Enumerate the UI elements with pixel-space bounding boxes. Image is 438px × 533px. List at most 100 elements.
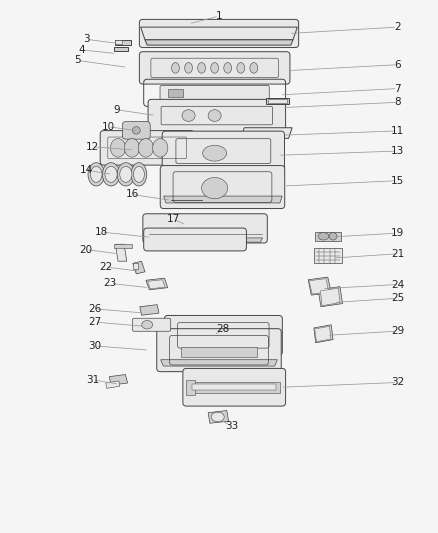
Polygon shape [314, 325, 333, 343]
Polygon shape [116, 244, 127, 261]
Polygon shape [188, 382, 280, 392]
Text: 25: 25 [391, 293, 404, 303]
Ellipse shape [318, 232, 329, 240]
Polygon shape [114, 244, 132, 248]
FancyBboxPatch shape [144, 228, 247, 251]
FancyBboxPatch shape [100, 131, 194, 165]
Text: 13: 13 [391, 146, 404, 156]
FancyBboxPatch shape [183, 368, 286, 406]
Polygon shape [114, 47, 128, 51]
Text: 31: 31 [86, 375, 99, 385]
Bar [168, 89, 183, 97]
Text: 4: 4 [78, 45, 85, 55]
Polygon shape [161, 360, 277, 366]
Text: 15: 15 [391, 176, 404, 185]
Polygon shape [315, 231, 341, 241]
Text: 8: 8 [394, 98, 401, 107]
Ellipse shape [250, 62, 258, 73]
Polygon shape [181, 347, 257, 357]
Polygon shape [133, 263, 138, 269]
Polygon shape [116, 41, 122, 44]
Ellipse shape [203, 145, 226, 161]
Ellipse shape [172, 62, 180, 73]
FancyBboxPatch shape [162, 131, 285, 171]
Text: 7: 7 [394, 84, 401, 94]
Polygon shape [318, 287, 343, 307]
Text: 17: 17 [167, 214, 180, 224]
Polygon shape [145, 40, 293, 45]
Ellipse shape [201, 177, 228, 199]
Polygon shape [106, 381, 120, 389]
Ellipse shape [211, 412, 224, 422]
Polygon shape [314, 248, 342, 263]
Ellipse shape [110, 139, 126, 157]
FancyBboxPatch shape [139, 19, 299, 47]
Polygon shape [110, 375, 127, 385]
Polygon shape [115, 41, 131, 45]
Text: 27: 27 [88, 317, 102, 327]
Text: 22: 22 [99, 262, 113, 272]
FancyBboxPatch shape [164, 316, 283, 356]
Ellipse shape [88, 163, 105, 186]
Ellipse shape [152, 139, 168, 157]
Ellipse shape [329, 232, 337, 240]
Polygon shape [164, 366, 274, 372]
Text: 23: 23 [103, 278, 117, 288]
Ellipse shape [224, 62, 232, 73]
Text: 33: 33 [226, 422, 239, 431]
Polygon shape [133, 261, 145, 274]
Text: 18: 18 [95, 227, 108, 237]
FancyBboxPatch shape [132, 318, 171, 332]
Ellipse shape [91, 166, 102, 182]
Polygon shape [164, 196, 282, 203]
Polygon shape [167, 203, 279, 208]
Polygon shape [309, 279, 328, 294]
Polygon shape [266, 98, 289, 104]
Ellipse shape [185, 62, 192, 73]
FancyBboxPatch shape [148, 99, 286, 132]
Polygon shape [241, 128, 292, 139]
Text: 19: 19 [391, 228, 404, 238]
Text: 28: 28 [217, 324, 230, 334]
Text: 29: 29 [391, 326, 404, 336]
Text: 12: 12 [86, 142, 99, 152]
Ellipse shape [120, 166, 132, 182]
Polygon shape [208, 410, 229, 423]
Text: 6: 6 [394, 60, 401, 70]
Ellipse shape [182, 110, 195, 122]
Ellipse shape [237, 62, 245, 73]
Text: 2: 2 [394, 22, 401, 32]
Ellipse shape [138, 139, 153, 157]
Ellipse shape [105, 166, 117, 182]
FancyBboxPatch shape [160, 86, 269, 100]
Text: 10: 10 [102, 122, 115, 132]
Text: 21: 21 [391, 249, 404, 259]
Polygon shape [146, 278, 168, 290]
Polygon shape [140, 305, 159, 315]
Ellipse shape [124, 139, 140, 157]
Polygon shape [268, 99, 287, 103]
Polygon shape [192, 384, 276, 391]
Polygon shape [168, 345, 279, 351]
Ellipse shape [134, 166, 145, 182]
Polygon shape [321, 288, 340, 306]
Ellipse shape [117, 163, 134, 186]
Ellipse shape [142, 320, 152, 329]
Text: 11: 11 [391, 126, 404, 136]
Polygon shape [315, 326, 331, 342]
FancyBboxPatch shape [122, 122, 150, 139]
FancyBboxPatch shape [143, 214, 267, 243]
Ellipse shape [102, 163, 120, 186]
Text: 20: 20 [80, 245, 93, 255]
Text: 26: 26 [88, 304, 102, 314]
Text: 9: 9 [113, 104, 120, 115]
Text: 32: 32 [391, 377, 404, 387]
FancyBboxPatch shape [139, 52, 290, 84]
Ellipse shape [131, 163, 147, 186]
Polygon shape [166, 160, 281, 166]
Polygon shape [184, 332, 262, 341]
Text: 14: 14 [80, 165, 93, 175]
Text: 16: 16 [125, 189, 138, 199]
Polygon shape [186, 380, 195, 394]
Polygon shape [152, 124, 282, 128]
